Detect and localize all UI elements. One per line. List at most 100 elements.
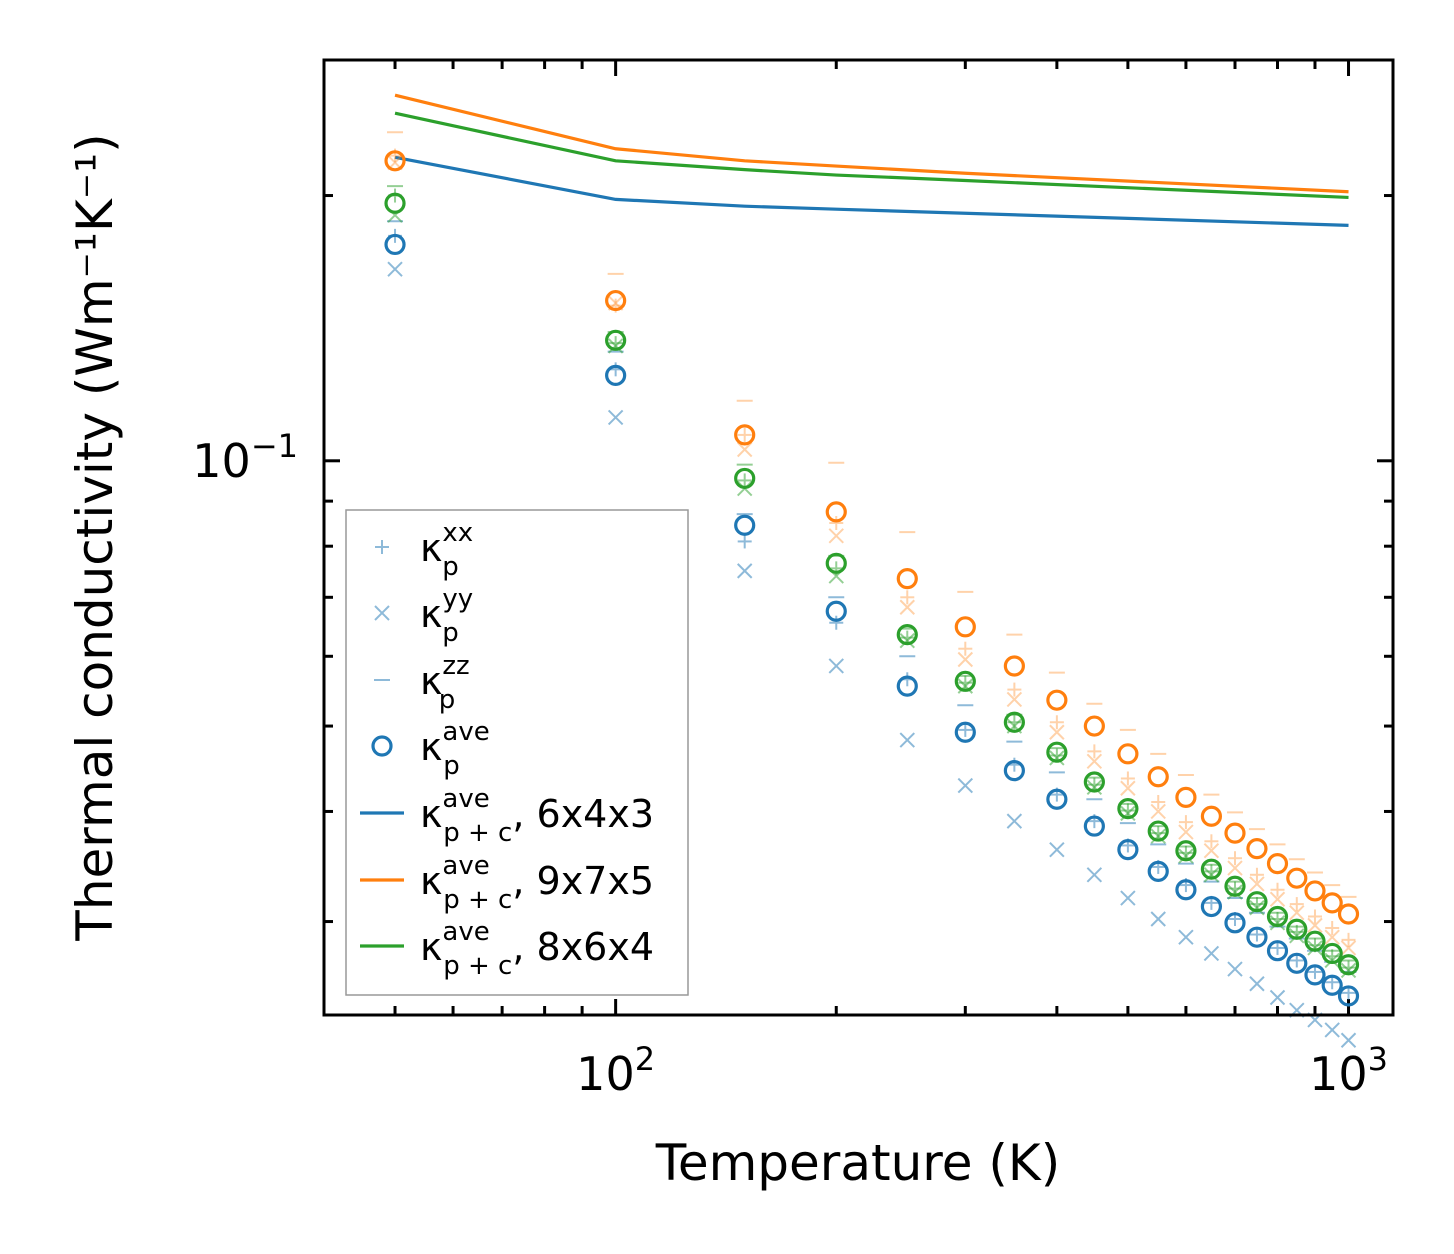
tick-labels: 102 103 10−1	[192, 427, 1388, 1101]
data-point-circle	[954, 616, 976, 638]
data-point-plus	[1007, 682, 1022, 697]
x-axis-label: Temperature (K)	[655, 1134, 1060, 1192]
data-point-plus	[1249, 927, 1264, 942]
data-point-circle	[1175, 786, 1197, 808]
data-point-circle	[825, 552, 847, 574]
data-point-circle	[1200, 805, 1223, 827]
data-point-plus	[958, 722, 973, 737]
data-point-x	[1340, 1032, 1357, 1048]
data-point-circle	[1003, 655, 1025, 677]
data-point-circle	[825, 501, 847, 523]
data-point-circle	[954, 721, 976, 743]
data-point-plus	[737, 427, 752, 442]
data-point-circle	[1200, 895, 1223, 918]
data-point-circle	[1321, 942, 1343, 965]
legend-entry: κave p + c, 8x6x4	[360, 917, 654, 981]
legend-label: κave p + c, 9x7x5	[420, 851, 654, 915]
data-point-circle	[1337, 903, 1360, 925]
data-point-circle	[1147, 860, 1169, 883]
data-point-circle	[605, 329, 627, 351]
data-point-plus	[1178, 815, 1193, 830]
series-line	[394, 155, 1349, 227]
data-point-plus	[1289, 897, 1304, 912]
data-point-circle	[1224, 875, 1246, 897]
legend-entry: κave p + c, 9x7x5	[360, 851, 654, 915]
y-tick-label: 10−1	[192, 427, 298, 488]
data-point-plus	[829, 515, 844, 530]
data-point-circle	[1266, 853, 1289, 875]
data-point-circle	[605, 289, 627, 312]
data-point-circle	[1266, 905, 1289, 928]
series-line	[394, 93, 1349, 194]
data-point-circle	[1083, 771, 1105, 793]
legend-label: κave p + c, 8x6x4	[420, 917, 654, 981]
data-point-plus	[829, 615, 844, 630]
data-point-x	[899, 599, 915, 615]
legend-entry: κyy p	[374, 584, 473, 648]
data-point-circle	[1117, 743, 1139, 765]
data-point-circle	[1147, 820, 1169, 842]
data-point-circle	[896, 623, 918, 646]
data-point-plus	[1087, 744, 1102, 759]
legend-marker-x	[374, 605, 390, 621]
data-point-x	[1249, 900, 1265, 916]
data-point-x	[1269, 989, 1286, 1006]
legend-label: κyy p	[420, 584, 473, 648]
data-point-circle	[825, 600, 847, 622]
data-point-x	[1289, 928, 1305, 944]
data-point-circle	[1003, 760, 1025, 782]
data-point-x	[387, 261, 403, 277]
data-point-plus	[958, 641, 973, 656]
legend-label: κzz p	[420, 651, 470, 715]
x-tick-label: 102	[576, 1040, 655, 1101]
data-point-x	[828, 528, 844, 544]
data-point-x	[1150, 828, 1166, 844]
data-point-circle	[1224, 822, 1246, 844]
data-point-circle	[384, 150, 406, 172]
data-point-x	[1307, 917, 1323, 934]
legend-entry: κave p	[371, 717, 490, 781]
data-point-circle	[1304, 880, 1326, 902]
legend-label: κave p	[420, 717, 490, 781]
data-point-plus	[1204, 834, 1219, 849]
data-point-x	[1340, 962, 1357, 979]
data-point-x	[607, 409, 624, 426]
data-point-circle	[1321, 974, 1343, 996]
data-point-x	[1178, 929, 1194, 945]
data-point-x	[957, 651, 974, 668]
data-point-x	[1178, 824, 1194, 840]
data-point-x	[1086, 753, 1103, 770]
data-point-circle	[1246, 837, 1268, 860]
data-point-circle	[1266, 940, 1289, 962]
data-point-plus	[1151, 795, 1166, 810]
scatter-series	[384, 131, 1360, 1048]
data-point-plus	[1151, 826, 1166, 841]
data-point-circle	[1200, 858, 1223, 880]
line-series	[394, 93, 1349, 227]
legend-entry: κxx p	[375, 518, 473, 582]
data-point-x	[957, 777, 974, 794]
data-point-circle	[1246, 926, 1268, 948]
data-point-x	[1006, 813, 1023, 829]
data-point-circle	[384, 233, 406, 256]
data-point-x	[1227, 884, 1243, 900]
data-point-plus	[1049, 715, 1064, 730]
legend-marker-plus	[375, 540, 389, 554]
legend-box	[345, 509, 689, 996]
data-point-plus	[737, 473, 752, 488]
series-line	[394, 111, 1349, 200]
data-point-x	[1269, 891, 1286, 907]
data-point-plus	[1341, 932, 1356, 947]
data-point-circle	[1321, 892, 1343, 914]
data-point-x	[1227, 860, 1243, 876]
data-point-x	[1150, 911, 1166, 927]
data-point-circle	[1003, 711, 1025, 733]
data-point-x	[1324, 1022, 1340, 1038]
data-point-x	[1178, 848, 1194, 864]
data-point-x	[1086, 779, 1103, 796]
data-point-circle	[1046, 689, 1068, 711]
y-axis-label: Thermal conductivity (Wm⁻¹K⁻¹)	[66, 133, 124, 941]
data-point-circle	[1286, 952, 1308, 974]
data-point-circle	[1175, 879, 1197, 901]
